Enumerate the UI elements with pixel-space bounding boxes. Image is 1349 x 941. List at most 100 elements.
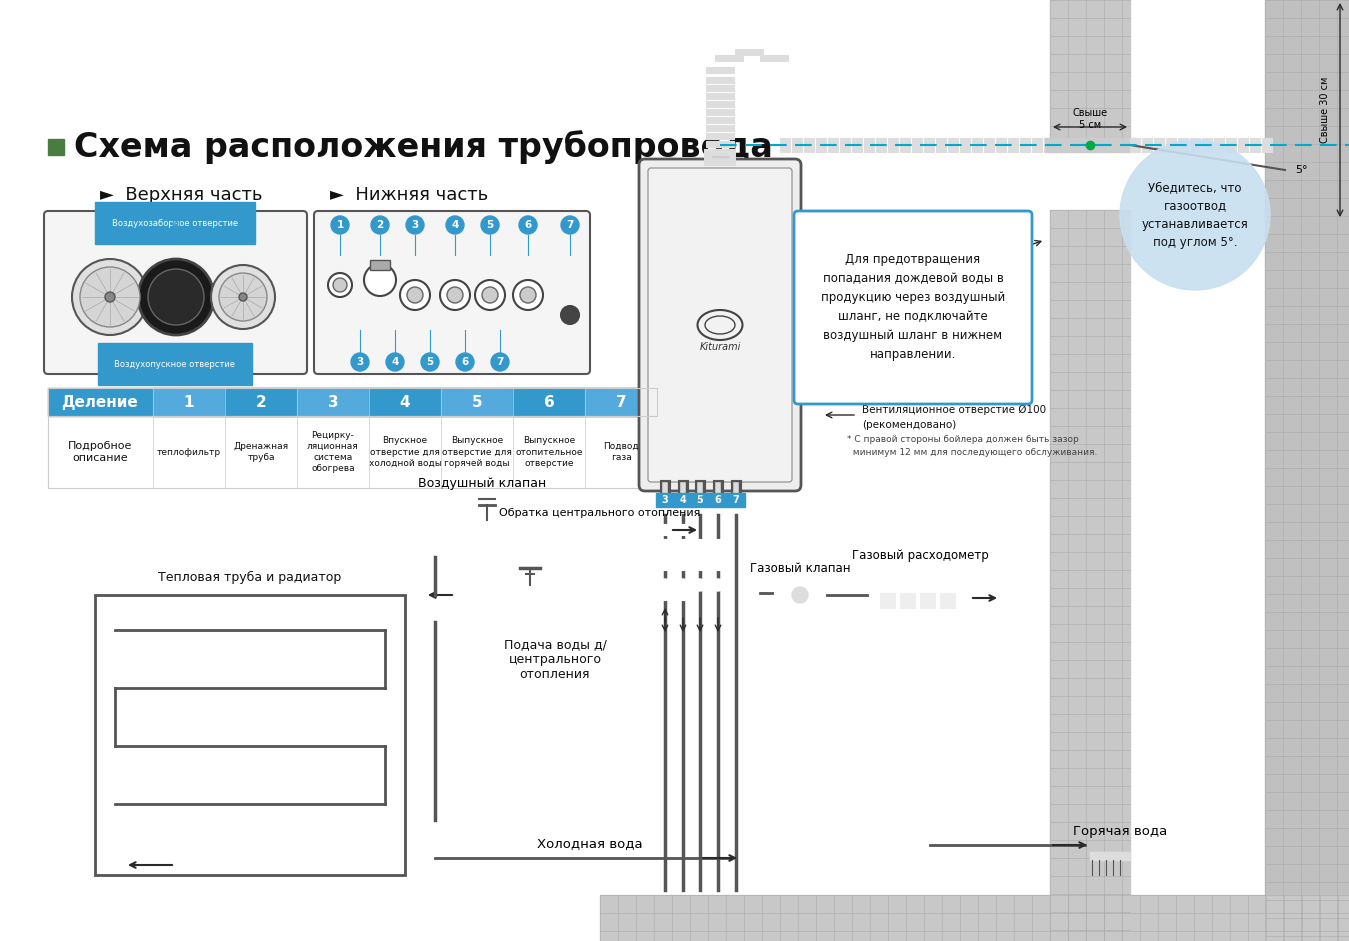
Bar (1238, 138, 1248, 152)
Circle shape (693, 579, 706, 591)
Text: 1: 1 (336, 220, 344, 230)
Circle shape (239, 293, 247, 301)
Text: 6: 6 (461, 357, 468, 367)
Bar (49, 388, 657, 416)
Circle shape (712, 579, 724, 591)
Bar (425, 583, 433, 608)
Text: Герметичность: Герметичность (915, 248, 1014, 262)
Bar (706, 109, 734, 115)
Circle shape (475, 280, 505, 310)
Circle shape (328, 273, 352, 297)
Text: 7: 7 (567, 220, 573, 230)
Text: 3: 3 (356, 357, 364, 367)
Bar (900, 593, 915, 608)
Bar (49, 388, 657, 416)
Bar (1130, 138, 1140, 152)
Text: Подача воды д/
центрального
отопления: Подача воды д/ центрального отопления (503, 639, 607, 681)
Bar (706, 85, 734, 91)
Text: 5: 5 (487, 220, 494, 230)
Circle shape (386, 353, 403, 371)
Text: Горячая вода: Горячая вода (1072, 824, 1167, 837)
Bar (759, 55, 788, 61)
Bar (774, 578, 826, 613)
Bar (425, 518, 433, 543)
Text: 4: 4 (452, 220, 459, 230)
Circle shape (561, 306, 579, 324)
Bar (94, 595, 405, 875)
FancyBboxPatch shape (648, 168, 792, 482)
Bar (912, 138, 921, 152)
Circle shape (440, 280, 469, 310)
Bar (693, 540, 706, 570)
Text: Убедитесь, что
газоотвод
устанавливается
под углом 5°.: Убедитесь, что газоотвод устанавливается… (1141, 182, 1248, 248)
Bar (1050, 0, 1130, 145)
Bar (691, 493, 710, 507)
Text: 5°: 5° (1295, 165, 1307, 175)
Text: 4: 4 (680, 495, 687, 505)
Bar (706, 125, 734, 131)
Text: 6: 6 (544, 394, 554, 409)
Circle shape (364, 264, 397, 296)
Text: * С правой стороны бойлера должен быть зазор: * С правой стороны бойлера должен быть з… (847, 435, 1079, 444)
Text: 2: 2 (255, 394, 266, 409)
Text: Воздушный клапан: Воздушный клапан (418, 476, 546, 489)
Bar (1226, 138, 1236, 152)
Bar (706, 149, 734, 155)
Bar (656, 493, 674, 507)
Text: Обратка центрального отопления: Обратка центрального отопления (499, 508, 700, 518)
Text: 4: 4 (399, 394, 410, 409)
Bar (880, 593, 894, 608)
Bar (706, 141, 734, 147)
Text: Деление: Деление (62, 394, 139, 409)
Text: Рецирку-
ляционная
система
обогрева: Рецирку- ляционная система обогрева (308, 431, 359, 473)
Text: 3: 3 (328, 394, 339, 409)
Text: 5: 5 (426, 357, 433, 367)
Circle shape (447, 216, 464, 234)
Bar (792, 138, 803, 152)
Bar (677, 540, 689, 570)
Circle shape (371, 216, 389, 234)
Bar (924, 138, 934, 152)
Text: Выпускное
отверстие для
горячей воды: Выпускное отверстие для горячей воды (442, 437, 511, 468)
Text: Тепловая труба и радиатор: Тепловая труба и радиатор (158, 570, 341, 583)
Bar (712, 540, 724, 570)
Bar (863, 138, 874, 152)
Text: 3: 3 (411, 220, 418, 230)
Text: Газовый расходометр: Газовый расходометр (851, 550, 989, 563)
Bar (900, 138, 911, 152)
FancyBboxPatch shape (314, 211, 590, 374)
Bar (585, 388, 657, 416)
Text: 7: 7 (496, 357, 503, 367)
Bar (1045, 138, 1135, 152)
Circle shape (482, 287, 498, 303)
Circle shape (491, 353, 509, 371)
Bar (600, 895, 1349, 941)
Bar (1214, 138, 1224, 152)
Circle shape (407, 287, 424, 303)
Circle shape (677, 579, 689, 591)
Text: Выпускное
отопительное
отверстие: Выпускное отопительное отверстие (515, 437, 583, 468)
Text: минимум 12 мм для последующего обслуживания.: минимум 12 мм для последующего обслужива… (847, 448, 1097, 457)
Circle shape (519, 216, 537, 234)
Text: 4: 4 (391, 357, 399, 367)
Bar (225, 388, 297, 416)
Bar (706, 77, 734, 83)
Bar (674, 493, 692, 507)
Bar (49, 416, 657, 488)
Text: Для предотвращения
попадания дождевой воды в
продукцию через воздушный
шланг, не: Для предотвращения попадания дождевой во… (822, 253, 1005, 361)
Circle shape (513, 280, 544, 310)
Bar (1251, 138, 1260, 152)
Circle shape (792, 587, 808, 603)
Bar (1044, 138, 1054, 152)
Bar (1008, 138, 1018, 152)
Circle shape (138, 259, 214, 335)
Bar (49, 416, 657, 488)
Bar (828, 138, 838, 152)
Bar (840, 138, 850, 152)
Circle shape (148, 269, 204, 325)
Text: Подвод
газа: Подвод газа (603, 442, 639, 462)
Bar (49, 139, 63, 155)
Bar (1265, 0, 1349, 941)
Bar (1032, 138, 1041, 152)
Circle shape (561, 216, 579, 234)
